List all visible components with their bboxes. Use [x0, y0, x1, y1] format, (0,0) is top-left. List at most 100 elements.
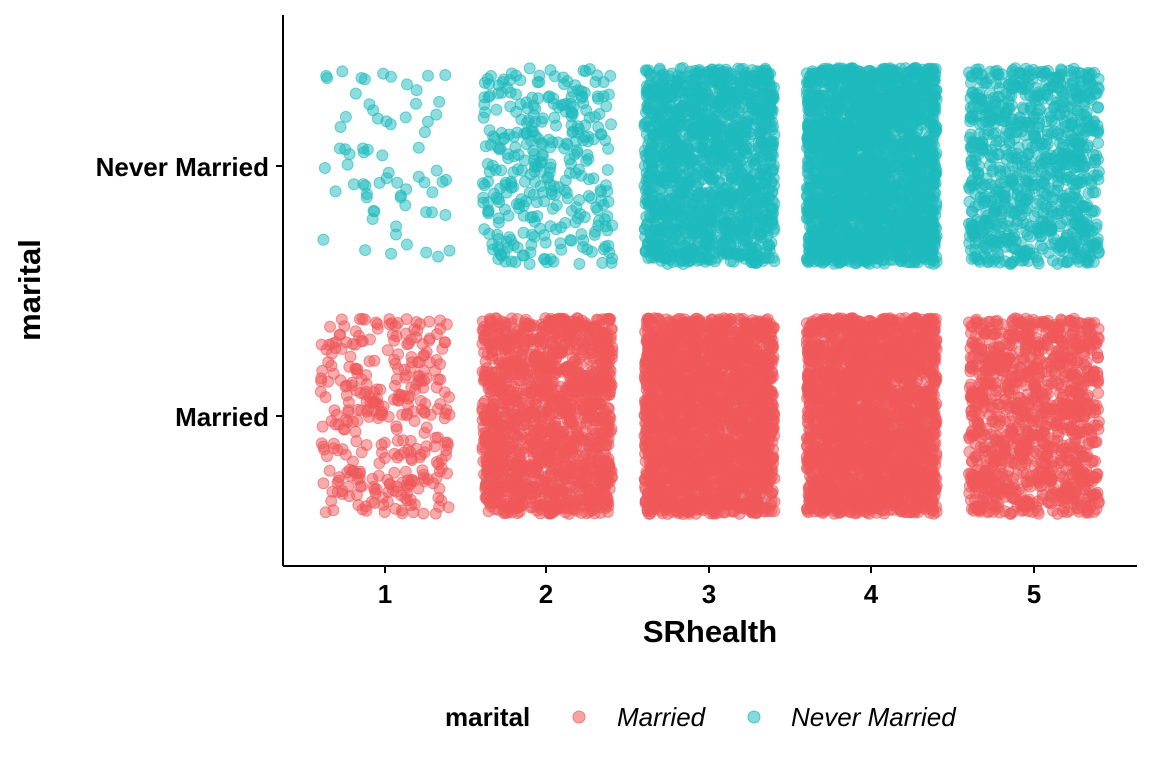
point: [335, 342, 348, 355]
point: [347, 465, 360, 477]
point: [356, 480, 368, 493]
point: [750, 448, 763, 461]
point: [438, 412, 451, 425]
point: [680, 413, 693, 426]
point: [417, 507, 430, 520]
point: [423, 315, 436, 328]
point: [385, 317, 398, 330]
point: [585, 359, 598, 372]
point: [678, 331, 691, 344]
point: [525, 387, 538, 400]
point: [537, 452, 550, 465]
point: [734, 327, 747, 340]
point: [411, 324, 424, 337]
point: [658, 350, 671, 363]
point: [584, 500, 597, 513]
point: [323, 464, 336, 477]
point: [638, 370, 651, 383]
point: [360, 369, 373, 382]
point: [736, 439, 749, 451]
point: [392, 394, 405, 407]
point: [674, 428, 687, 441]
point: [723, 401, 736, 413]
point: [532, 351, 545, 364]
point: [542, 379, 555, 392]
point: [583, 327, 596, 340]
point: [531, 504, 544, 517]
point: [335, 313, 348, 326]
point: [392, 362, 404, 375]
point: [404, 478, 417, 491]
point: [759, 501, 772, 514]
point: [689, 348, 701, 361]
point: [371, 318, 384, 331]
point: [751, 363, 764, 376]
point: [493, 482, 506, 495]
point: [428, 440, 441, 453]
point: [593, 397, 606, 410]
point: [374, 409, 387, 421]
point: [556, 345, 569, 358]
point: [704, 346, 717, 359]
point: [401, 338, 414, 351]
point: [661, 507, 674, 520]
point: [350, 489, 363, 501]
point: [410, 442, 423, 455]
point: [430, 472, 443, 485]
point: [323, 338, 336, 351]
point: [356, 503, 369, 516]
point: [605, 323, 618, 336]
point: [732, 341, 745, 354]
point: [642, 314, 655, 327]
point: [381, 495, 394, 508]
point: [696, 473, 709, 486]
point: [683, 376, 696, 389]
point: [511, 430, 524, 443]
point: [369, 487, 382, 500]
point: [531, 472, 544, 485]
point: [415, 374, 428, 387]
point: [349, 425, 362, 438]
point: [749, 334, 761, 347]
point: [766, 422, 779, 435]
point: [333, 328, 346, 341]
point: [596, 431, 609, 443]
point: [721, 496, 734, 509]
point: [645, 405, 657, 418]
point: [555, 395, 568, 408]
point: [734, 313, 747, 326]
point: [397, 434, 410, 447]
point: [314, 385, 327, 398]
point: [441, 436, 454, 449]
point: [442, 501, 455, 514]
point: [356, 312, 369, 325]
point: [511, 313, 524, 325]
point: [674, 312, 687, 325]
point: [736, 459, 749, 472]
point: [482, 440, 495, 453]
point: [551, 482, 564, 495]
point: [360, 395, 373, 408]
point: [424, 356, 436, 369]
point: [392, 348, 405, 361]
point: [605, 352, 618, 365]
point: [342, 480, 355, 493]
point: [528, 419, 541, 431]
point: [327, 437, 340, 450]
point: [381, 473, 394, 486]
point: [594, 506, 607, 519]
point: [405, 381, 418, 394]
point: [694, 379, 706, 392]
point: [316, 420, 329, 433]
point: [670, 355, 683, 368]
point: [766, 365, 778, 378]
point: [656, 394, 668, 407]
point: [540, 362, 553, 374]
point: [371, 383, 383, 396]
point: [315, 372, 328, 385]
point: [517, 342, 530, 355]
series-married: [314, 312, 1105, 520]
point: [649, 364, 662, 377]
point: [524, 460, 537, 473]
point: [351, 414, 364, 427]
